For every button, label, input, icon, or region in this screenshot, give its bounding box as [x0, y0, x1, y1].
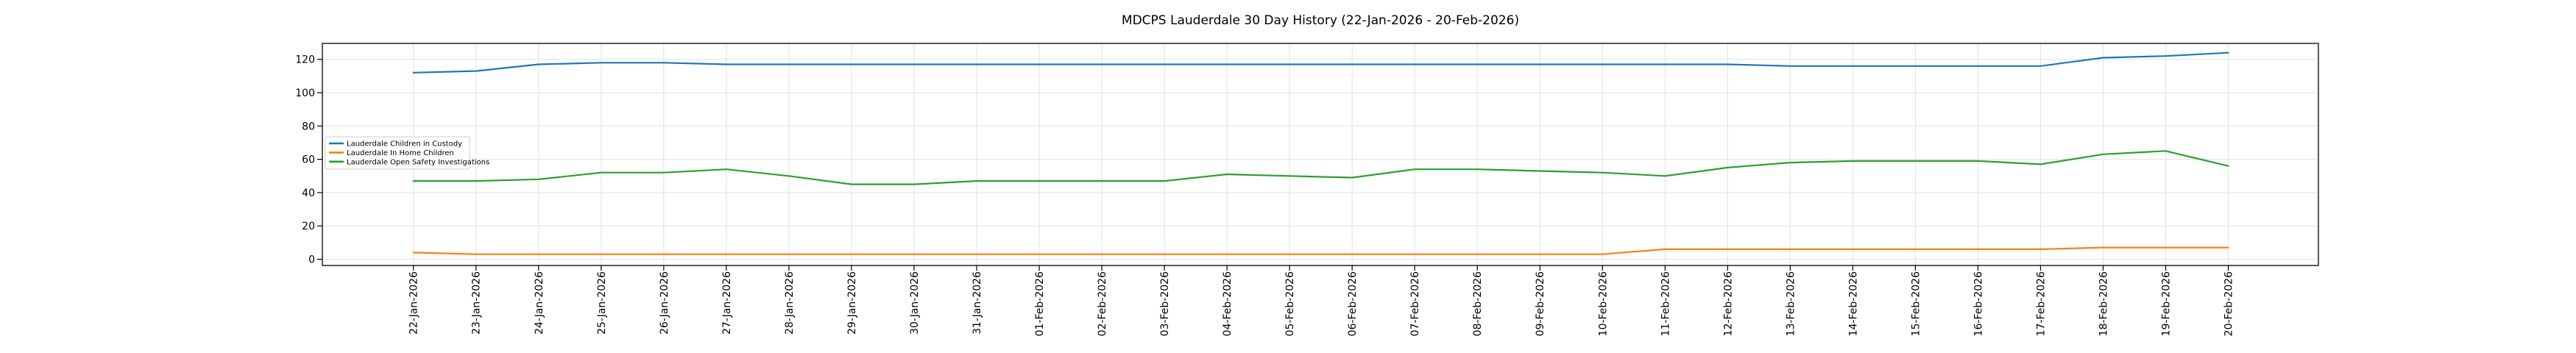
x-tick-label: 12-Feb-2026: [1722, 271, 1734, 336]
x-tick-label: 25-Jan-2026: [596, 271, 608, 335]
x-tick-label: 02-Feb-2026: [1097, 271, 1108, 336]
x-tick-label: 03-Feb-2026: [1159, 271, 1171, 336]
x-tick-label: 26-Jan-2026: [659, 271, 670, 335]
x-tick-label: 09-Feb-2026: [1535, 271, 1546, 336]
x-tick-label: 15-Feb-2026: [1910, 271, 1922, 336]
x-tick-label: 04-Feb-2026: [1222, 271, 1234, 336]
grid-layer: [322, 43, 2318, 265]
x-tick-label: 31-Jan-2026: [972, 271, 983, 335]
y-tick-label: 80: [302, 121, 315, 132]
legend-label: Lauderdale In Home Children: [347, 149, 454, 157]
x-tick-label: 10-Feb-2026: [1597, 271, 1609, 336]
legend-label: Lauderdale Open Safety Investigations: [347, 158, 489, 166]
x-tick-label: 17-Feb-2026: [2035, 271, 2047, 336]
x-tick-label: 22-Jan-2026: [408, 271, 420, 335]
x-tick-label: 27-Jan-2026: [721, 271, 733, 335]
x-tick-label: 24-Jan-2026: [534, 271, 545, 335]
series-layer: [412, 51, 2229, 255]
series-line: [412, 150, 2229, 185]
x-tick-label: 06-Feb-2026: [1347, 271, 1359, 336]
series-line: [412, 246, 2229, 255]
x-tick-label: 11-Feb-2026: [1660, 271, 1671, 336]
x-tick-label: 28-Jan-2026: [784, 271, 796, 335]
series-line: [412, 51, 2229, 74]
x-tick-label: 14-Feb-2026: [1847, 271, 1859, 336]
x-tick-label: 01-Feb-2026: [1034, 271, 1046, 336]
y-tick-label: 0: [308, 254, 315, 266]
x-tick-label: 30-Jan-2026: [909, 271, 921, 335]
tick-layer: 0 20 40 60 80 100 120 22-Jan-2026 23-Jan-2026 24-…: [295, 54, 2234, 337]
y-tick-label: 100: [295, 88, 315, 99]
legend-layer: Lauderdale Children in CustodyLauderdale…: [325, 136, 489, 170]
chart-title: MDCPS Lauderdale 30 Day History (22-Jan-…: [1122, 13, 1519, 28]
legend-label: Lauderdale Children in Custody: [347, 140, 462, 149]
x-tick-label: 19-Feb-2026: [2161, 271, 2173, 336]
y-tick-label: 120: [295, 54, 315, 66]
x-tick-label: 05-Feb-2026: [1284, 271, 1296, 336]
x-tick-label: 23-Jan-2026: [471, 271, 483, 335]
legend-box: [325, 136, 470, 170]
plot-border: [322, 43, 2319, 266]
x-tick-label: 07-Feb-2026: [1409, 271, 1421, 336]
y-tick-label: 20: [302, 221, 315, 232]
x-tick-label: 13-Feb-2026: [1785, 271, 1797, 336]
x-tick-label: 16-Feb-2026: [1972, 271, 1984, 336]
x-tick-label: 20-Feb-2026: [2223, 271, 2235, 336]
y-tick-label: 60: [302, 154, 315, 166]
x-tick-label: 18-Feb-2026: [2098, 271, 2110, 336]
y-tick-label: 40: [302, 188, 315, 199]
x-tick-label: 29-Jan-2026: [846, 271, 858, 335]
x-tick-label: 08-Feb-2026: [1472, 271, 1484, 336]
